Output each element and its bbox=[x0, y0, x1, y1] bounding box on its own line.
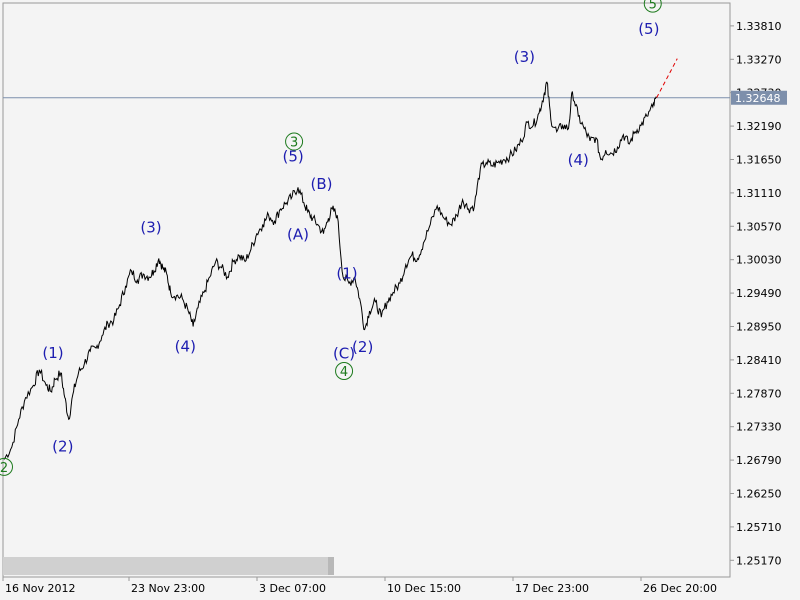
wave-circle-label: 2 bbox=[0, 461, 8, 476]
wave-circle-label: 3 bbox=[290, 136, 298, 151]
price-tick-label: 1.31650 bbox=[736, 153, 782, 166]
wave-label: (A) bbox=[287, 225, 309, 243]
price-tick-label: 1.28410 bbox=[736, 354, 782, 367]
price-tick-label: 1.29490 bbox=[736, 287, 782, 300]
price-tick-label: 1.27870 bbox=[736, 387, 782, 400]
price-tick-label: 1.32190 bbox=[736, 120, 782, 133]
wave-label: (5) bbox=[282, 147, 303, 165]
projection-line bbox=[656, 58, 678, 98]
time-tick-label: 23 Nov 23:00 bbox=[131, 582, 205, 595]
wave-label: (B) bbox=[311, 175, 333, 193]
time-tick-label: 3 Dec 07:00 bbox=[259, 582, 326, 595]
horizontal-scrollbar[interactable] bbox=[3, 557, 334, 575]
price-series-line bbox=[3, 81, 657, 460]
wave-label: (4) bbox=[175, 337, 196, 355]
price-tick-label: 1.30570 bbox=[736, 220, 782, 233]
wave-label: (2) bbox=[52, 437, 73, 455]
current-price-tag-label: 1.32648 bbox=[735, 92, 781, 105]
wave-circle-marker bbox=[0, 457, 13, 476]
wave-circle-label: 5 bbox=[649, 0, 657, 13]
price-tick-label: 1.30030 bbox=[736, 254, 782, 267]
price-tick-label: 1.25170 bbox=[736, 554, 782, 567]
price-tick-label: 1.33810 bbox=[736, 20, 782, 33]
wave-labels: (1)(2)(3)(4)(5)(A)(B)(1)(C)(2)(3)(4)(5)2… bbox=[0, 0, 662, 476]
price-tick-label: 1.33270 bbox=[736, 53, 782, 66]
price-tick-label: 1.31110 bbox=[736, 187, 782, 200]
current-price-tag: 1.32648 bbox=[731, 90, 787, 105]
wave-label: (1) bbox=[42, 344, 63, 362]
wave-label: (3) bbox=[514, 48, 535, 66]
wave-label: (C) bbox=[333, 345, 355, 363]
time-tick-label: 16 Nov 2012 bbox=[5, 582, 75, 595]
price-tick-label: 1.27330 bbox=[736, 421, 782, 434]
wave-circle-marker bbox=[335, 362, 354, 381]
time-tick-label: 17 Dec 23:00 bbox=[515, 582, 589, 595]
wave-label: (5) bbox=[638, 20, 659, 38]
time-axis: 16 Nov 2012 23 Nov 23:00 3 Dec 07:00 10 Dec… bbox=[2, 577, 717, 595]
price-tick-label: 1.26790 bbox=[736, 454, 782, 467]
price-tick-label: 1.26250 bbox=[736, 487, 782, 500]
wave-label: (3) bbox=[140, 219, 161, 237]
price-tick-label: 1.28950 bbox=[736, 320, 782, 333]
wave-label: (4) bbox=[568, 151, 589, 169]
wave-circle-label: 4 bbox=[340, 365, 348, 380]
wave-circle-marker bbox=[285, 132, 304, 151]
wave-circle-marker bbox=[643, 0, 662, 13]
horizontal-scrollbar-edge bbox=[328, 557, 334, 575]
wave-label: (2) bbox=[352, 338, 373, 356]
wave-label: (1) bbox=[336, 264, 357, 282]
time-tick-label: 26 Dec 20:00 bbox=[643, 582, 717, 595]
price-tick-label: 1.25710 bbox=[736, 521, 782, 534]
time-tick-label: 10 Dec 15:00 bbox=[387, 582, 461, 595]
current-price-tag-box bbox=[731, 90, 787, 105]
